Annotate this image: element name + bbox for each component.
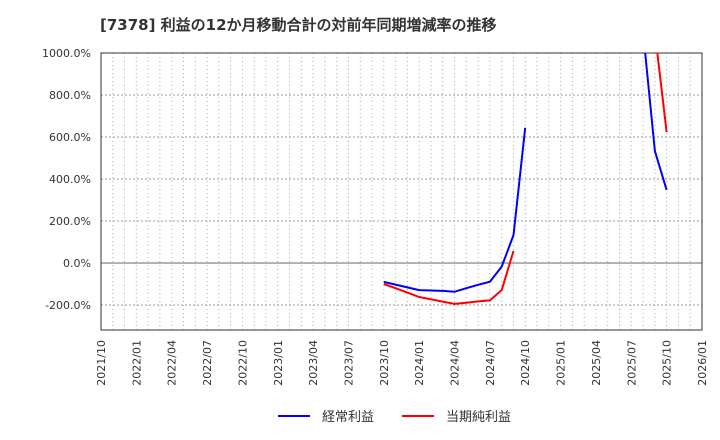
x-tick-label: 2025/10 bbox=[661, 340, 674, 386]
legend-swatch-blue bbox=[278, 414, 310, 417]
y-tick-label: 800.0% bbox=[49, 89, 91, 102]
y-tick-label: 1000.0% bbox=[42, 47, 91, 60]
y-tick-label: 0.0% bbox=[63, 257, 91, 270]
x-tick-label: 2022/01 bbox=[130, 340, 143, 386]
series-line bbox=[644, 53, 668, 191]
x-tick-label: 2024/10 bbox=[519, 340, 532, 386]
x-tick-label: 2024/07 bbox=[484, 340, 497, 386]
legend-label: 経常利益 bbox=[322, 410, 375, 425]
legend: 経常利益 当期純利益 bbox=[278, 406, 539, 425]
x-tick-label: 2024/01 bbox=[413, 340, 426, 386]
x-tick-label: 2022/10 bbox=[236, 340, 249, 386]
x-tick-label: 2023/01 bbox=[272, 340, 285, 386]
y-tick-label: 400.0% bbox=[49, 173, 91, 186]
x-tick-label: 2023/10 bbox=[378, 340, 391, 386]
x-tick-label: 2023/07 bbox=[342, 340, 355, 386]
legend-swatch-red bbox=[402, 414, 435, 417]
legend-label: 当期純利益 bbox=[446, 410, 512, 425]
x-tick-label: 2022/07 bbox=[201, 340, 214, 386]
x-tick-label: 2023/04 bbox=[307, 340, 320, 386]
legend-item-ordinary-profit: 経常利益 bbox=[278, 406, 374, 425]
y-tick-label: 200.0% bbox=[49, 215, 91, 228]
x-tick-label: 2025/07 bbox=[625, 340, 638, 386]
y-tick-label: 600.0% bbox=[49, 131, 91, 144]
y-tick-label: -200.0% bbox=[45, 299, 91, 312]
x-tick-label: 2022/04 bbox=[166, 340, 179, 386]
x-tick-label: 2025/04 bbox=[590, 340, 603, 386]
chart-title: [7378] 利益の12か月移動合計の対前年同期増減率の推移 bbox=[100, 16, 497, 34]
series-line bbox=[383, 127, 527, 293]
x-tick-label: 2025/01 bbox=[555, 340, 568, 386]
series-line bbox=[383, 250, 515, 305]
x-tick-label: 2026/01 bbox=[696, 340, 709, 386]
x-tick-label: 2024/04 bbox=[449, 340, 462, 386]
x-tick-label: 2021/10 bbox=[95, 340, 108, 386]
series-line bbox=[656, 53, 668, 133]
legend-item-net-profit: 当期純利益 bbox=[402, 406, 511, 425]
